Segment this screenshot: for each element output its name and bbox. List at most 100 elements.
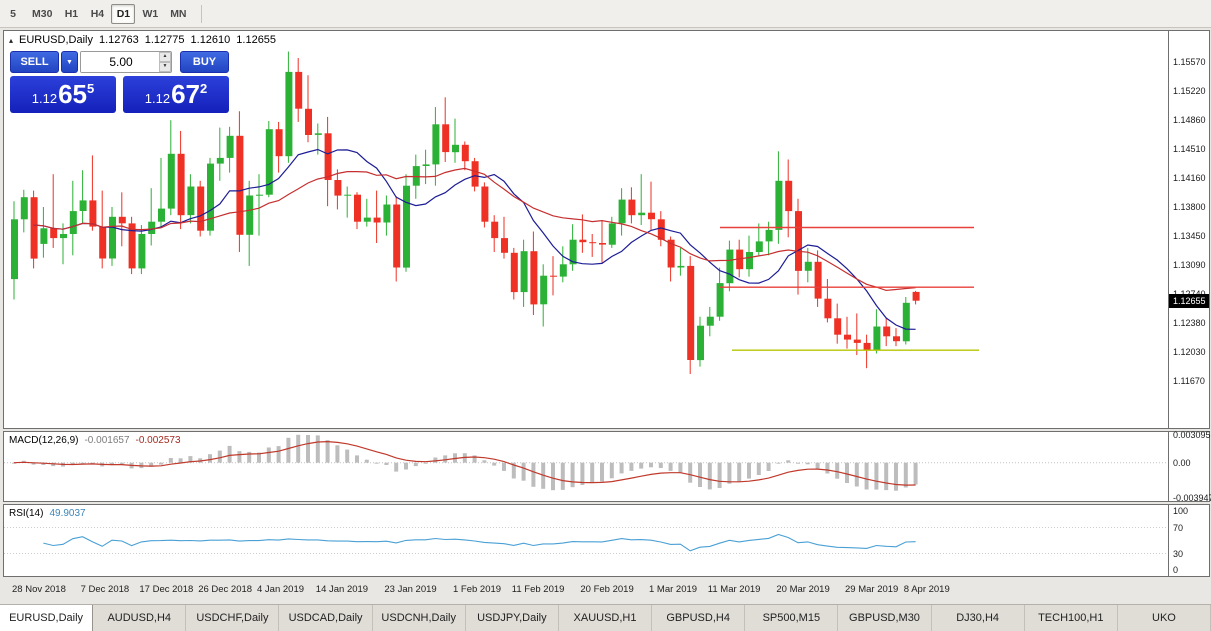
date-axis-label: 4 Jan 2019	[257, 584, 305, 595]
chart-tab-label: AUDUSD,H4	[107, 612, 172, 624]
price-axis-label: 1.13800	[1173, 201, 1206, 212]
timeframe-button-h1[interactable]: H1	[64, 7, 79, 20]
timeframe-button-5[interactable]: 5	[10, 7, 16, 20]
date-axis-label: 23 Jan 2019	[384, 584, 437, 595]
date-axis-label: 20 Mar 2019	[776, 584, 830, 595]
timeframe-button-d1[interactable]: D1	[111, 3, 136, 24]
volume-increase-button[interactable]: ▲	[159, 52, 171, 62]
chart-tab-xauusd-h1[interactable]: XAUUSD,H1	[559, 605, 653, 631]
date-axis-label: 1 Feb 2019	[453, 584, 502, 595]
macd-label: MACD(12,26,9)	[9, 435, 79, 446]
chart-tab-label: DJ30,H4	[956, 612, 1000, 624]
price-axis-label: 1.15570	[1173, 57, 1206, 68]
rsi-plot[interactable]	[4, 505, 1168, 576]
buy-price-display[interactable]: 1.12 67 2	[123, 76, 229, 113]
buy-button[interactable]: BUY	[180, 51, 229, 73]
chart-tab-gbpusd-h4[interactable]: GBPUSD,H4	[652, 605, 746, 631]
chart-tab-gbpusd-m30[interactable]: GBPUSD,M30	[838, 605, 932, 631]
volume-dropdown-button[interactable]: ▼	[61, 51, 78, 73]
chart-tab-audusd-h4[interactable]: AUDUSD,H4	[93, 605, 187, 631]
date-axis-label: 26 Dec 2018	[198, 584, 253, 595]
macd-indicator-panel: MACD(12,26,9) -0.001657 -0.002573 0.0030…	[3, 430, 1211, 503]
sell-price-display[interactable]: 1.12 65 5	[10, 76, 116, 113]
chart-tab-sp500-m15[interactable]: SP500,M15	[745, 605, 839, 631]
ohlc-low: 1.12610	[190, 34, 231, 46]
date-axis-label: 28 Nov 2018	[12, 584, 66, 595]
rsi-header: RSI(14) 49.9037	[9, 508, 86, 519]
chart-tab-usdjpy-daily[interactable]: USDJPY,Daily	[466, 605, 559, 631]
chart-tab-usdcnh-daily[interactable]: USDCNH,Daily	[373, 605, 466, 631]
candlestick-chart[interactable]	[4, 31, 1168, 428]
chart-tab-usdchf-daily[interactable]: USDCHF,Daily	[186, 605, 280, 631]
chart-tab-label: GBPUSD,H4	[666, 612, 730, 624]
price-axis[interactable]: 1.15570 1.15220 1.14860 1.14510 1.14160 1.138…	[1168, 31, 1209, 428]
price-axis-label: 1.14160	[1173, 172, 1206, 183]
macd-axis-label: -0.003947	[1173, 493, 1211, 503]
timeframe-button-mn[interactable]: MN	[170, 7, 187, 20]
macd-axis[interactable]: 0.003095 0.00 -0.003947	[1168, 430, 1211, 503]
macd-main-value: -0.001657	[84, 435, 130, 446]
chart-tab-eurusd-daily[interactable]: EURUSD,Daily	[0, 605, 94, 631]
macd-signal-value: -0.002573	[135, 435, 181, 446]
timeframe-button-h4[interactable]: H4	[90, 7, 105, 20]
price-axis-label: 1.13450	[1173, 230, 1206, 241]
chart-tab-tech100-h1[interactable]: TECH100,H1	[1025, 605, 1118, 631]
chart-tab-label: GBPUSD,M30	[849, 612, 920, 624]
chart-tab-dj30-h4[interactable]: DJ30,H4	[932, 605, 1025, 631]
timeframe-button-w1[interactable]: W1	[142, 7, 159, 20]
price-axis-label: 1.12030	[1173, 346, 1206, 357]
rsi-axis-label: 0	[1173, 565, 1179, 575]
macd-axis-label: 0.003095	[1173, 430, 1211, 440]
chart-tab-label: EURUSD,Daily	[9, 612, 84, 624]
chart-tab-bar: EURUSD,Daily AUDUSD,H4 USDCHF,Daily USDCAD,…	[0, 604, 1211, 631]
macd-axis-label: 0.00	[1173, 457, 1191, 468]
sell-price-pip: 5	[87, 81, 95, 96]
sell-price-big: 65	[58, 79, 87, 109]
price-chart-panel: ▴ EURUSD,Daily 1.12763 1.12775 1.12610 1…	[3, 30, 1210, 429]
chart-tab-label: TECH100,H1	[1038, 612, 1104, 624]
toolbar-separator	[200, 4, 202, 23]
chart-shift-icon[interactable]: ▴	[9, 35, 14, 45]
timeframe-button-m30[interactable]: M30	[32, 7, 53, 20]
price-axis-label: 1.12380	[1173, 318, 1206, 329]
date-axis-label: 17 Dec 2018	[139, 584, 194, 595]
current-price-tag: 1.12655	[1169, 293, 1209, 308]
date-axis-label: 11 Feb 2019	[511, 584, 565, 595]
buy-price-base: 1.12	[144, 91, 171, 106]
date-axis-label: 14 Jan 2019	[315, 584, 369, 595]
date-axis-label: 20 Feb 2019	[580, 584, 634, 595]
price-axis-label: 1.11670	[1173, 376, 1205, 387]
chart-ohlc-header: ▴ EURUSD,Daily 1.12763 1.12775 1.12610 1…	[9, 34, 276, 46]
time-axis[interactable]: 28 Nov 2018 7 Dec 2018 17 Dec 2018 26 Dec 2…	[4, 577, 1210, 604]
chart-symbol-label: EURUSD,Daily	[19, 34, 93, 46]
ohlc-close: 1.12655	[236, 34, 277, 46]
rsi-axis-label: 100	[1173, 506, 1189, 516]
price-axis-label: 1.15220	[1173, 85, 1206, 96]
chart-tab-usdcad-daily[interactable]: USDCAD,Daily	[279, 605, 373, 631]
chart-tab-label: XAUUSD,H1	[573, 612, 637, 624]
price-axis-label: 1.14510	[1173, 143, 1206, 154]
rsi-axis[interactable]: 100 70 30 0	[1168, 505, 1209, 576]
volume-decrease-button[interactable]: ▼	[159, 62, 171, 72]
buy-price-pip: 2	[200, 81, 208, 96]
chart-tab-uko[interactable]: UKO	[1118, 605, 1211, 631]
sell-button[interactable]: SELL	[10, 51, 59, 73]
rsi-indicator-panel: RSI(14) 49.9037 100 70 30 0	[3, 504, 1210, 577]
date-axis-label: 8 Apr 2019	[903, 584, 950, 595]
volume-field-wrap: ▲ ▼	[80, 51, 172, 73]
price-axis-label: 1.14860	[1173, 115, 1206, 126]
ohlc-high: 1.12775	[144, 34, 185, 46]
timeframe-toolbar: 5 M30 H1 H4 D1 W1 MN	[0, 0, 1211, 28]
date-axis-label: 11 Mar 2019	[707, 584, 761, 595]
price-axis-label: 1.13090	[1173, 260, 1206, 271]
macd-header: MACD(12,26,9) -0.001657 -0.002573	[9, 435, 181, 446]
volume-input[interactable]	[81, 52, 171, 72]
rsi-axis-label: 70	[1173, 522, 1184, 533]
chart-tab-label: USDJPY,Daily	[477, 612, 547, 624]
chart-tab-label: USDCNH,Daily	[381, 612, 456, 624]
sell-price-base: 1.12	[31, 91, 58, 106]
macd-plot[interactable]	[4, 432, 1168, 501]
chart-tab-label: USDCHF,Daily	[196, 612, 269, 624]
